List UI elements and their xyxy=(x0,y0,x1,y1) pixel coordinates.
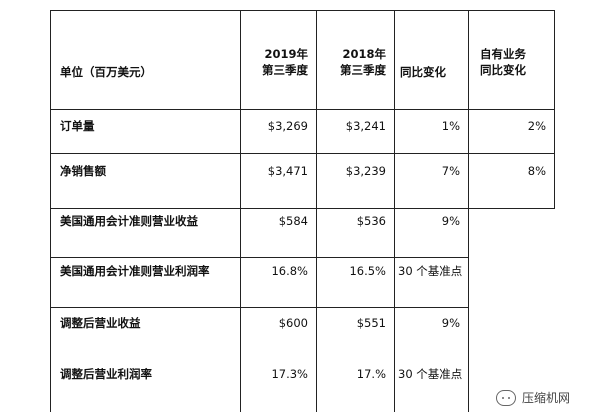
header-2019: 2019年 第三季度 xyxy=(240,46,316,78)
wechat-icon xyxy=(495,389,516,406)
rule xyxy=(240,10,241,412)
row-organic: 8% xyxy=(527,164,546,178)
row-2019: 16.8% xyxy=(271,264,308,278)
rule xyxy=(554,10,555,209)
row-label: 调整后营业收益 xyxy=(60,316,141,330)
header-unit: 单位（百万美元） xyxy=(60,65,152,79)
row-2018: $551 xyxy=(356,316,386,330)
rule xyxy=(50,10,554,11)
header-2019-line1: 2019年 xyxy=(264,47,308,61)
header-organic: 自有业务 同比变化 xyxy=(480,46,554,78)
rule xyxy=(50,257,468,258)
row-label: 订单量 xyxy=(60,119,95,133)
row-2018: $3,241 xyxy=(345,119,386,133)
row-2018: 17.% xyxy=(356,367,386,381)
row-change: 9% xyxy=(441,316,460,330)
header-organic-line1: 自有业务 xyxy=(480,47,526,61)
row-label: 美国通用会计准则营业利润率 xyxy=(60,264,210,278)
row-label: 美国通用会计准则营业收益 xyxy=(60,214,198,228)
row-2019: $584 xyxy=(278,214,308,228)
rule xyxy=(50,208,554,209)
row-2019: 17.3% xyxy=(271,367,308,381)
row-2018: 16.5% xyxy=(349,264,386,278)
row-2018: $536 xyxy=(356,214,386,228)
rule xyxy=(50,307,468,308)
rule xyxy=(316,10,317,412)
row-change: 30 个基准点 xyxy=(398,367,463,381)
row-change: 7% xyxy=(441,164,460,178)
watermark-text: 压缩机网 xyxy=(521,391,570,405)
row-label: 净销售额 xyxy=(60,164,106,178)
header-2018-line2: 第三季度 xyxy=(340,63,386,77)
rule xyxy=(50,10,51,412)
row-2019: $600 xyxy=(278,316,308,330)
rule xyxy=(468,10,469,412)
rule xyxy=(50,153,554,154)
row-label: 调整后营业利润率 xyxy=(60,367,152,381)
header-2019-line2: 第三季度 xyxy=(262,63,308,77)
header-2018-line1: 2018年 xyxy=(342,47,386,61)
rule xyxy=(394,10,395,412)
header-organic-line2: 同比变化 xyxy=(480,63,526,77)
row-change: 1% xyxy=(441,119,460,133)
watermark: 压缩机网 xyxy=(495,389,570,406)
row-change: 9% xyxy=(441,214,460,228)
row-change: 30 个基准点 xyxy=(398,264,463,278)
row-organic: 2% xyxy=(527,119,546,133)
row-2018: $3,239 xyxy=(345,164,386,178)
rule xyxy=(50,109,554,110)
header-2018: 2018年 第三季度 xyxy=(316,46,394,78)
row-2019: $3,269 xyxy=(267,119,308,133)
row-2019: $3,471 xyxy=(267,164,308,178)
header-change: 同比变化 xyxy=(400,65,446,79)
